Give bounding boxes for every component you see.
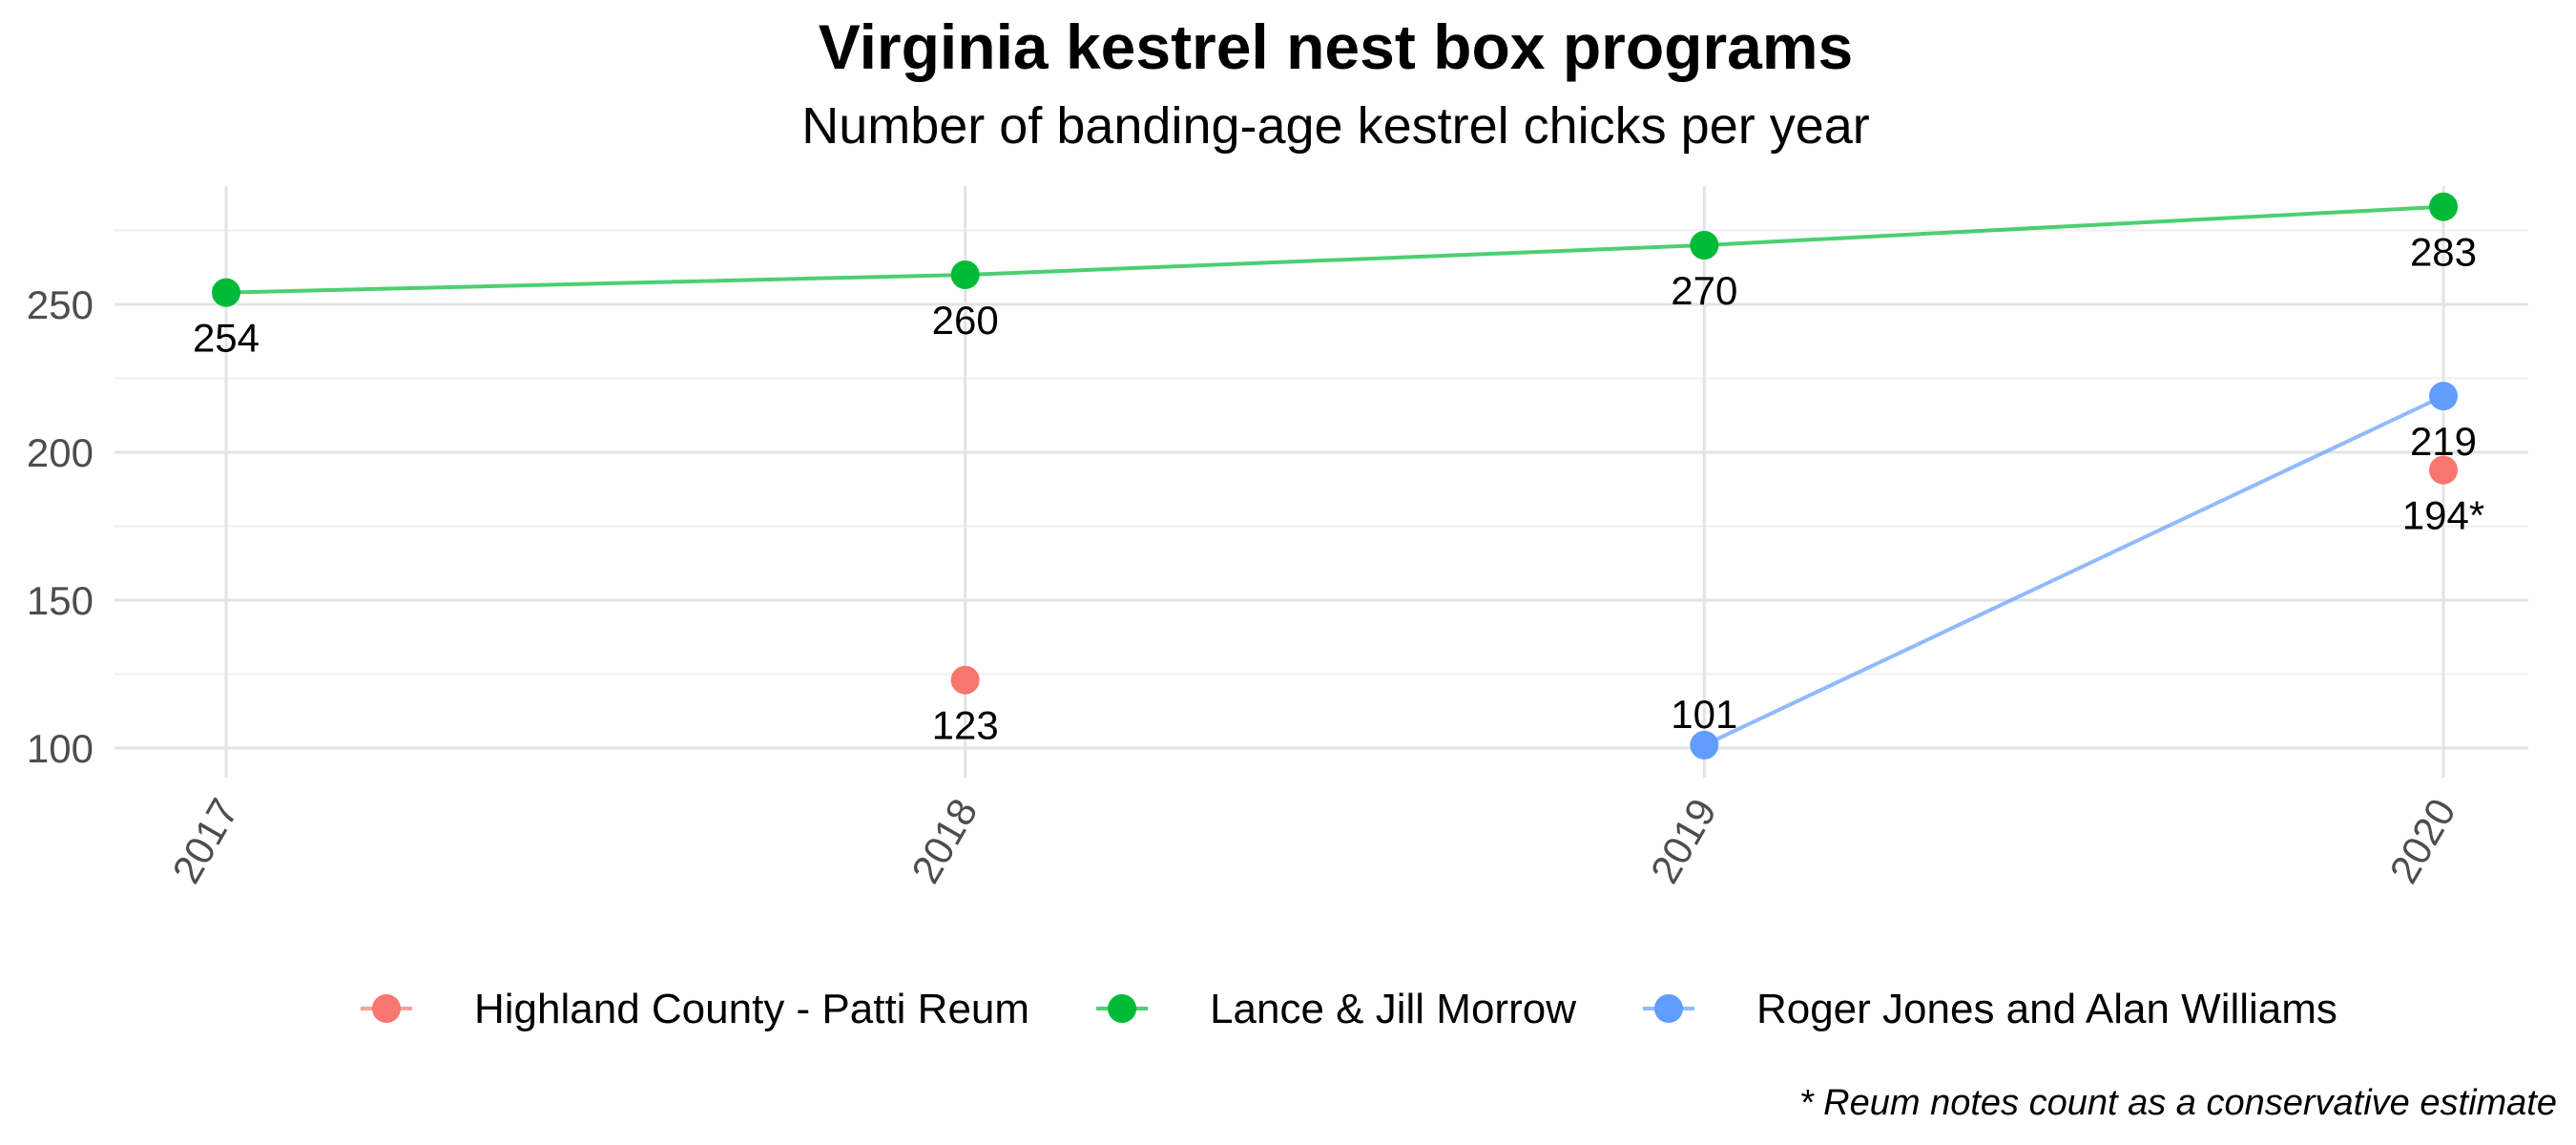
legend-key [1108, 994, 1137, 1023]
data-point [1690, 730, 1719, 760]
x-tick-label: 2019 [1642, 791, 1725, 890]
data-point [212, 278, 240, 307]
y-tick-label: 200 [27, 430, 93, 475]
legend-label: Highland County - Patti Reum [474, 986, 1029, 1032]
x-axis: 2017 2018 2019 2020 [163, 791, 2463, 890]
data-point [2429, 192, 2458, 221]
legend-label: Roger Jones and Alan Williams [1756, 986, 2337, 1032]
legend-label: Lance & Jill Morrow [1210, 986, 1576, 1032]
y-axis: 100 150 200 250 [27, 282, 93, 771]
y-tick-label: 100 [27, 726, 93, 771]
data-label: 283 [2410, 230, 2477, 275]
legend: Highland County - Patti Reum Lance & Jill… [361, 986, 2337, 1032]
series-lines [225, 204, 2444, 747]
legend-key [372, 994, 401, 1023]
data-label: 101 [1671, 692, 1737, 737]
data-point [2429, 455, 2458, 485]
data-labels: 123 194* 254 260 270 283 101 219 [193, 230, 2484, 748]
x-tick-label: 2017 [163, 791, 246, 890]
data-point [950, 260, 980, 289]
data-label: 219 [2410, 419, 2477, 464]
series-line-segment [225, 273, 966, 295]
y-tick-label: 250 [27, 282, 93, 327]
y-tick-label: 150 [27, 578, 93, 623]
data-point [1690, 231, 1719, 260]
data-label: 194* [2402, 493, 2484, 538]
legend-key [1653, 994, 1683, 1023]
chart-title: Virginia kestrel nest box programs [819, 11, 1854, 82]
data-label: 123 [932, 703, 999, 748]
data-point [2429, 382, 2458, 411]
series-points [212, 192, 2458, 760]
data-label: 260 [932, 298, 999, 343]
x-tick-label: 2020 [2380, 791, 2463, 890]
series-line-segment [1704, 204, 2444, 247]
chart-subtitle: Number of banding-age kestrel chicks per… [801, 97, 1870, 155]
series-line-segment [965, 243, 1705, 277]
x-tick-label: 2018 [903, 791, 986, 890]
data-point [950, 665, 980, 695]
grid [114, 186, 2528, 778]
data-label: 270 [1671, 268, 1737, 313]
series-line-segment [1703, 394, 2444, 747]
chart-caption: * Reum notes count as a conservative est… [1799, 1083, 2557, 1123]
data-label: 254 [193, 316, 260, 361]
